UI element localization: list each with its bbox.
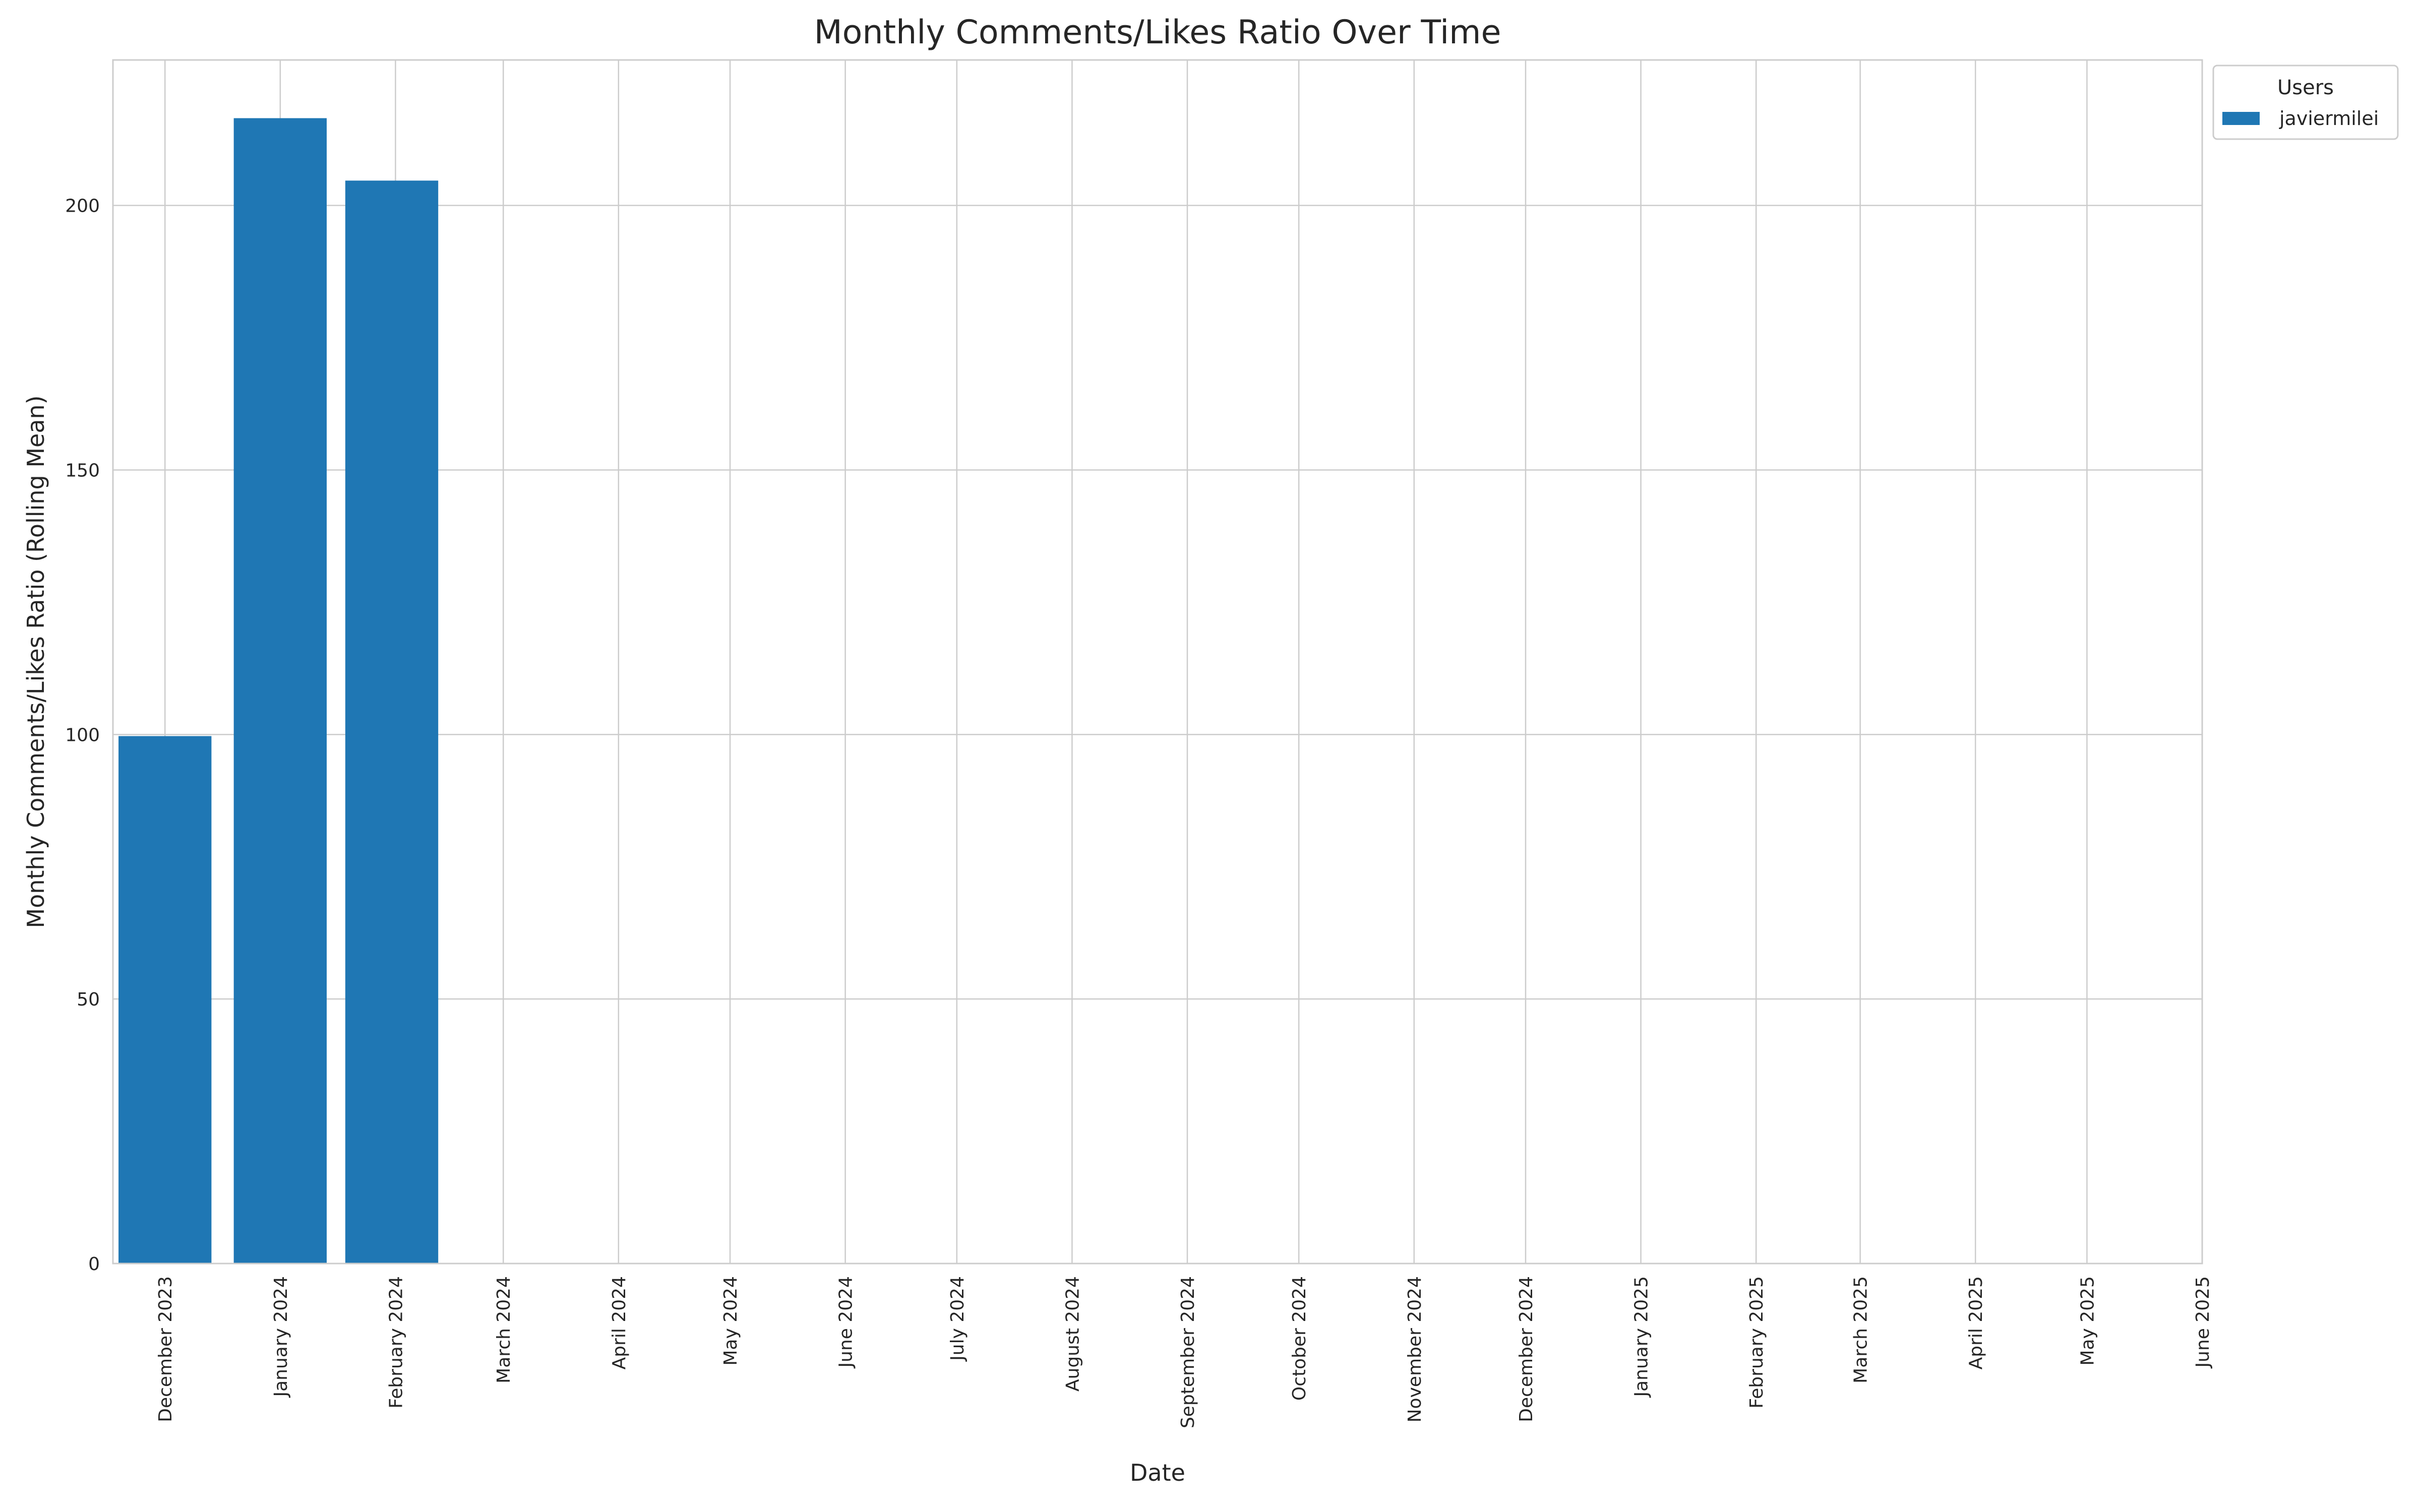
y-tick-labels: 0 50 100 150 200 xyxy=(65,196,100,1275)
y-tick-label: 0 xyxy=(88,1254,100,1275)
y-tick-label: 50 xyxy=(77,989,100,1010)
grid xyxy=(113,60,2203,1265)
bars xyxy=(118,118,439,1264)
x-tick-label: November 2024 xyxy=(1405,1276,1425,1422)
y-axis-label: Monthly Comments/Likes Ratio (Rolling Me… xyxy=(22,395,49,928)
x-axis-label: Date xyxy=(1130,1459,1185,1486)
x-tick-label: March 2024 xyxy=(494,1276,514,1383)
x-tick-label: May 2025 xyxy=(2077,1276,2098,1366)
x-tick-label: May 2024 xyxy=(720,1276,741,1366)
x-tick-label: January 2024 xyxy=(271,1276,291,1398)
legend: Users javiermilei xyxy=(2212,65,2399,140)
x-tick-label: June 2025 xyxy=(2193,1276,2213,1368)
x-tick-label: April 2025 xyxy=(1966,1276,1986,1369)
y-tick-label: 150 xyxy=(65,460,100,481)
x-tick-label: February 2025 xyxy=(1746,1276,1767,1409)
x-tick-label: June 2024 xyxy=(836,1276,857,1368)
y-tick-label: 200 xyxy=(65,196,100,217)
x-tick-label: December 2023 xyxy=(155,1276,176,1422)
x-tick-label: January 2025 xyxy=(1631,1276,1652,1398)
x-tick-label: July 2024 xyxy=(947,1276,968,1362)
y-tick-label: 100 xyxy=(65,725,100,745)
x-tick-labels: December 2023 January 2024 February 2024 Ma… xyxy=(155,1276,2213,1428)
x-tick-label: March 2025 xyxy=(1851,1276,1871,1383)
x-tick-label: December 2024 xyxy=(1516,1276,1537,1422)
x-tick-label: April 2024 xyxy=(609,1276,630,1369)
x-tick-label: October 2024 xyxy=(1289,1276,1310,1401)
bar-javiermilei-2024-01-01 xyxy=(233,118,327,1264)
legend-title: Users xyxy=(2277,76,2334,99)
legend-swatch-javiermilei xyxy=(2222,112,2260,125)
x-tick-label: August 2024 xyxy=(1062,1276,1083,1392)
chart-title: Monthly Comments/Likes Ratio Over Time xyxy=(814,14,1501,51)
plot-frame xyxy=(112,59,2203,1265)
x-tick-label: September 2024 xyxy=(1178,1276,1198,1428)
bar-javiermilei-2023-12-01 xyxy=(118,736,212,1264)
x-tick-label: February 2024 xyxy=(386,1276,406,1409)
legend-label-javiermilei: javiermilei xyxy=(2279,107,2379,130)
bar-javiermilei-2024-01-31 xyxy=(345,180,439,1264)
